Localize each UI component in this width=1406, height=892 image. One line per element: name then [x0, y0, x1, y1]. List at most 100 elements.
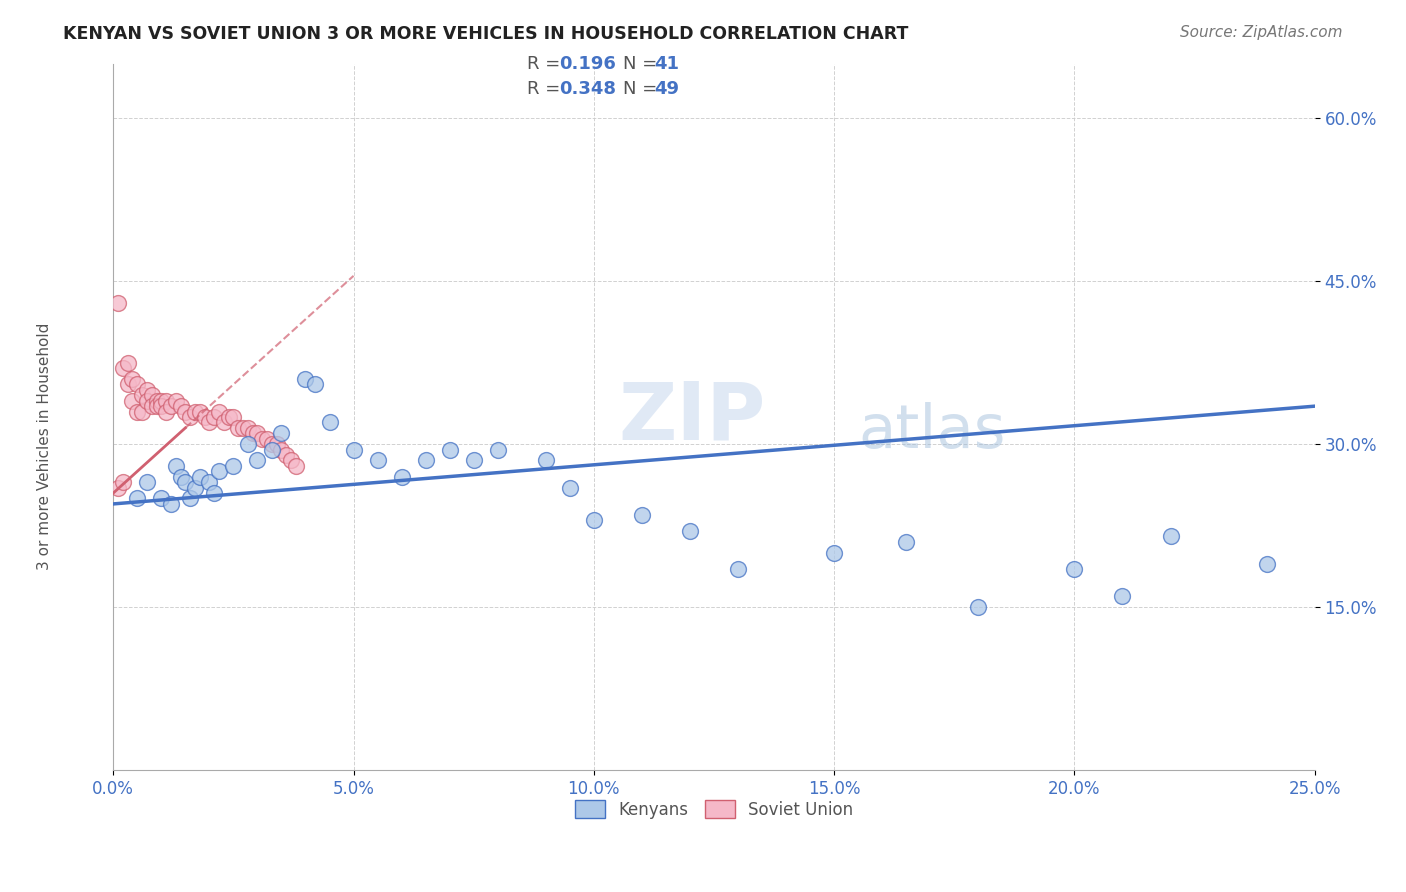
Point	[174, 404, 197, 418]
Point	[150, 399, 173, 413]
Point	[150, 393, 173, 408]
Point	[727, 562, 749, 576]
Point	[226, 421, 249, 435]
Point	[276, 448, 298, 462]
Point	[169, 399, 191, 413]
Point	[246, 453, 269, 467]
Point	[107, 296, 129, 310]
Point	[184, 481, 207, 495]
Point	[463, 453, 485, 467]
Point	[117, 356, 139, 370]
Point	[169, 469, 191, 483]
Text: N =: N =	[623, 80, 657, 98]
Point	[236, 437, 259, 451]
Point	[212, 416, 235, 430]
Point	[256, 432, 278, 446]
Point	[534, 453, 557, 467]
Point	[558, 481, 581, 495]
Point	[342, 442, 364, 457]
Point	[304, 377, 326, 392]
Point	[218, 410, 240, 425]
Point	[222, 458, 245, 473]
Point	[194, 410, 217, 425]
Point	[127, 404, 149, 418]
Point	[145, 393, 167, 408]
Text: 41: 41	[654, 55, 679, 73]
Point	[188, 469, 211, 483]
Point	[127, 377, 149, 392]
Point	[135, 383, 157, 397]
Point	[823, 546, 845, 560]
Point	[121, 393, 143, 408]
Point	[131, 404, 153, 418]
Point	[202, 410, 225, 425]
Point	[160, 497, 183, 511]
Point	[155, 404, 177, 418]
Text: R =: R =	[527, 80, 561, 98]
Point	[145, 399, 167, 413]
Text: KENYAN VS SOVIET UNION 3 OR MORE VEHICLES IN HOUSEHOLD CORRELATION CHART: KENYAN VS SOVIET UNION 3 OR MORE VEHICLE…	[63, 25, 908, 43]
Point	[198, 475, 221, 490]
Legend: Kenyans, Soviet Union: Kenyans, Soviet Union	[568, 793, 860, 825]
Point	[121, 372, 143, 386]
Point	[280, 453, 302, 467]
Point	[318, 416, 340, 430]
Point	[179, 491, 201, 506]
Text: N =: N =	[623, 55, 657, 73]
Point	[896, 535, 918, 549]
Point	[486, 442, 509, 457]
Text: 0.348: 0.348	[560, 80, 617, 98]
Text: atlas: atlas	[858, 401, 1005, 460]
Text: ZIP: ZIP	[617, 378, 765, 456]
Point	[367, 453, 389, 467]
Point	[208, 404, 231, 418]
Point	[270, 426, 292, 441]
Point	[260, 442, 283, 457]
Point	[246, 426, 269, 441]
Text: 3 or more Vehicles in Household: 3 or more Vehicles in Household	[38, 322, 52, 570]
Point	[242, 426, 264, 441]
Text: R =: R =	[527, 55, 561, 73]
Point	[135, 393, 157, 408]
Point	[141, 388, 163, 402]
Point	[236, 421, 259, 435]
Point	[266, 437, 288, 451]
Text: Source: ZipAtlas.com: Source: ZipAtlas.com	[1180, 25, 1343, 40]
Point	[160, 399, 183, 413]
Point	[202, 486, 225, 500]
Point	[131, 388, 153, 402]
Point	[107, 481, 129, 495]
Point	[391, 469, 413, 483]
Point	[679, 524, 702, 538]
Point	[165, 458, 187, 473]
Point	[260, 437, 283, 451]
Point	[222, 410, 245, 425]
Point	[150, 491, 173, 506]
Point	[174, 475, 197, 490]
Point	[111, 475, 134, 490]
Point	[111, 361, 134, 376]
Point	[1063, 562, 1085, 576]
Point	[582, 513, 605, 527]
Point	[165, 393, 187, 408]
Point	[135, 475, 157, 490]
Point	[270, 442, 292, 457]
Point	[232, 421, 254, 435]
Point	[415, 453, 437, 467]
Point	[184, 404, 207, 418]
Point	[1111, 589, 1133, 603]
Point	[284, 458, 307, 473]
Point	[188, 404, 211, 418]
Point	[967, 600, 990, 615]
Point	[294, 372, 316, 386]
Point	[252, 432, 274, 446]
Point	[439, 442, 461, 457]
Text: 49: 49	[654, 80, 679, 98]
Point	[1256, 557, 1278, 571]
Point	[631, 508, 654, 522]
Point	[155, 393, 177, 408]
Point	[127, 491, 149, 506]
Point	[198, 416, 221, 430]
Point	[117, 377, 139, 392]
Point	[1160, 529, 1182, 543]
